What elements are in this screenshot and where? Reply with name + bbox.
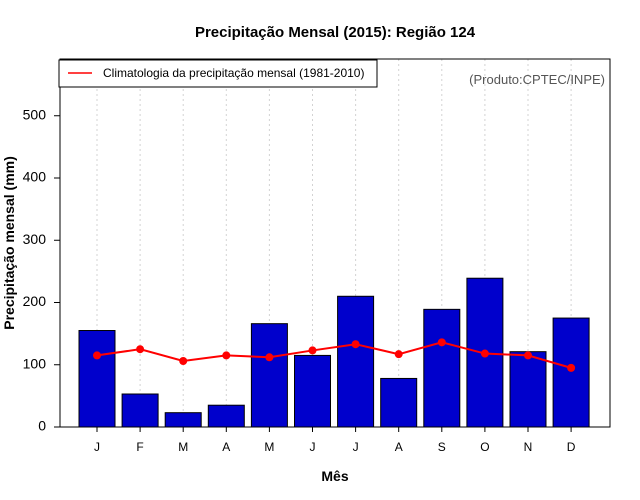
- bars: [78, 277, 590, 428]
- climatology-point-4: [265, 353, 274, 362]
- x-tick-label-8: S: [438, 440, 446, 454]
- credit-annotation: (Produto:CPTEC/INPE): [469, 72, 605, 87]
- x-tick-label-11: D: [567, 440, 576, 454]
- x-tick-label-3: A: [222, 440, 230, 454]
- climatology-polyline: [96, 341, 572, 369]
- x-tick-label-7: A: [395, 440, 403, 454]
- climatology-point-3: [222, 351, 231, 360]
- bar-5: [294, 354, 331, 428]
- bar-1: [121, 393, 159, 428]
- climatology-point-9: [480, 349, 489, 358]
- climatology-line: [93, 338, 576, 372]
- climatology-point-6: [351, 340, 360, 349]
- bar-10: [509, 351, 547, 428]
- legend-box: [58, 59, 378, 88]
- bar-11: [552, 317, 590, 428]
- climatology-point-10: [524, 351, 532, 360]
- bar-8: [423, 308, 461, 428]
- x-tick-label-0: J: [94, 440, 100, 454]
- climatology-point-2: [179, 357, 188, 366]
- legend-label: Climatologia da precipitação mensal (198…: [103, 66, 364, 80]
- y-axis-label: Precipitação mensal (mm): [1, 156, 17, 330]
- bar-7: [380, 377, 418, 428]
- y-tick-label-1: 100: [23, 355, 47, 371]
- climatology-point-5: [308, 346, 317, 355]
- x-tick-label-5: J: [310, 440, 316, 454]
- x-tick-label-6: J: [353, 440, 359, 454]
- x-tick-label-10: N: [524, 440, 533, 454]
- y-tick-label-4: 400: [23, 169, 47, 185]
- y-tick-label-2: 200: [23, 293, 47, 309]
- x-tick-label-2: M: [178, 440, 188, 454]
- climatology-point-7: [394, 350, 403, 359]
- x-tick-label-9: O: [480, 440, 489, 454]
- climatology-point-11: [567, 363, 576, 372]
- x-axis-label: Mês: [321, 468, 348, 484]
- y-tick-label-5: 500: [23, 106, 47, 122]
- y-tick-label-3: 300: [23, 231, 47, 247]
- bar-0: [78, 330, 116, 428]
- bar-4: [250, 323, 288, 428]
- y-tick-label-0: 0: [38, 418, 46, 434]
- x-tick-label-1: F: [136, 440, 143, 454]
- climatology-point-8: [437, 338, 446, 347]
- chart-title: Precipitação Mensal (2015): Região 124: [195, 24, 476, 41]
- bar-3: [207, 404, 245, 428]
- bar-6: [337, 295, 375, 428]
- legend: Climatologia da precipitação mensal (198…: [58, 59, 378, 88]
- bar-2: [164, 412, 202, 428]
- y-axis: 0 100 200 300 400 500: [23, 106, 61, 434]
- climatology-point-0: [93, 351, 101, 360]
- climatology-point-1: [136, 345, 145, 354]
- x-tick-label-4: M: [264, 440, 274, 454]
